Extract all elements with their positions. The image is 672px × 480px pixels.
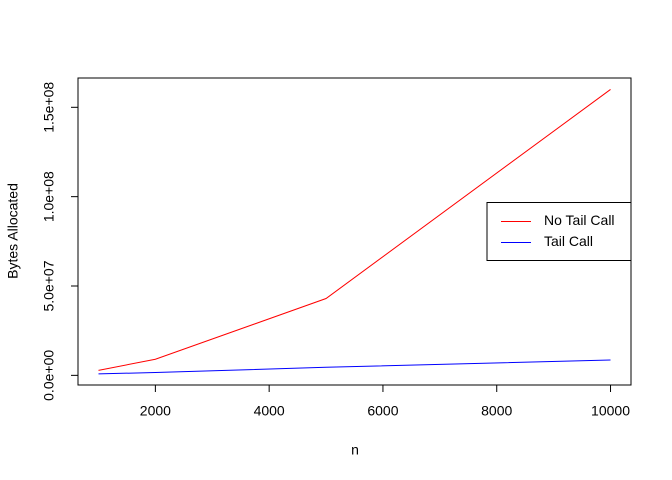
y-axis-title: Bytes Allocated — [5, 183, 21, 279]
x-tick-label: 2000 — [140, 403, 171, 419]
legend-label: Tail Call — [544, 233, 593, 249]
plot-frame — [77, 77, 632, 386]
data-line — [98, 359, 611, 375]
y-tick-label: 0.0e+00 — [41, 350, 57, 401]
data-line — [98, 89, 611, 371]
x-tick-label: 6000 — [367, 403, 398, 419]
y-tick-label: 1.0e+08 — [41, 171, 57, 222]
x-tick-label: 10000 — [591, 403, 630, 419]
legend-box — [486, 202, 632, 261]
legend-label: No Tail Call — [544, 212, 615, 228]
x-tick-label: 4000 — [254, 403, 285, 419]
x-tick-label: 8000 — [481, 403, 512, 419]
y-tick-label: 5.0e+07 — [41, 260, 57, 311]
y-tick-label: 1.5e+08 — [41, 82, 57, 133]
x-axis-title: n — [351, 442, 359, 458]
